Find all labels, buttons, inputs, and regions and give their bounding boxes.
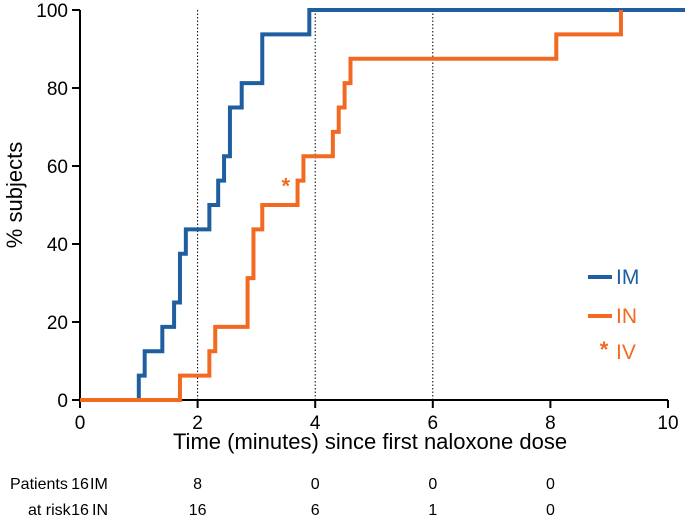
x-tick-label: 10 — [657, 413, 678, 434]
risk-value-in-4: 6 — [311, 502, 320, 516]
risk-values: 16 8 0 0 0 16 16 6 1 0 — [71, 476, 555, 516]
y-tick-label: 40 — [47, 235, 68, 256]
series-im-line — [80, 8, 685, 402]
risk-value-im-2: 8 — [193, 476, 202, 493]
risk-value-in-6: 1 — [428, 502, 437, 516]
legend-in-label: IN — [616, 305, 637, 328]
x-tick-label: 6 — [428, 413, 439, 434]
iv-annotation: * — [282, 173, 291, 198]
series-in-line — [80, 10, 623, 402]
risk-table-title-line1: Patients — [10, 476, 68, 493]
risk-value-im-8: 0 — [546, 476, 555, 493]
reference-lines — [79, 10, 434, 400]
x-tick-label: 8 — [545, 413, 556, 434]
y-axis-title: % subjects — [2, 142, 27, 248]
x-ticks: 0 2 4 6 8 10 — [75, 400, 679, 434]
y-tick-label: 100 — [36, 1, 68, 22]
risk-table: Patients at risk IM IN 16 8 0 0 0 16 16 6 1 0 — [10, 476, 555, 516]
y-tick-label: 20 — [47, 313, 68, 334]
y-tick-label: 60 — [47, 157, 68, 178]
risk-table-title-line2: at risk — [28, 502, 72, 516]
x-tick-label: 0 — [75, 413, 86, 434]
risk-value-im-0: 16 — [71, 476, 89, 493]
legend-iv-label: IV — [616, 341, 636, 364]
risk-value-im-4: 0 — [311, 476, 320, 493]
risk-value-in-0: 16 — [71, 502, 89, 516]
x-tick-label: 4 — [310, 413, 321, 434]
risk-value-im-6: 0 — [428, 476, 437, 493]
x-tick-label: 2 — [192, 413, 203, 434]
y-tick-label: 80 — [47, 79, 68, 100]
y-tick-label: 0 — [57, 391, 68, 412]
risk-row-in-label: IN — [92, 502, 108, 516]
risk-row-im-label: IM — [90, 476, 108, 493]
legend-im-label: IM — [616, 266, 639, 289]
legend: IM IN * IV — [588, 266, 639, 364]
risk-value-in-8: 0 — [546, 502, 555, 516]
y-ticks: 0 20 40 60 80 100 — [36, 1, 80, 412]
x-axis-title: Time (minutes) since first naloxone dose — [173, 429, 567, 454]
legend-iv-marker: * — [600, 337, 609, 362]
risk-value-in-2: 16 — [189, 502, 207, 516]
